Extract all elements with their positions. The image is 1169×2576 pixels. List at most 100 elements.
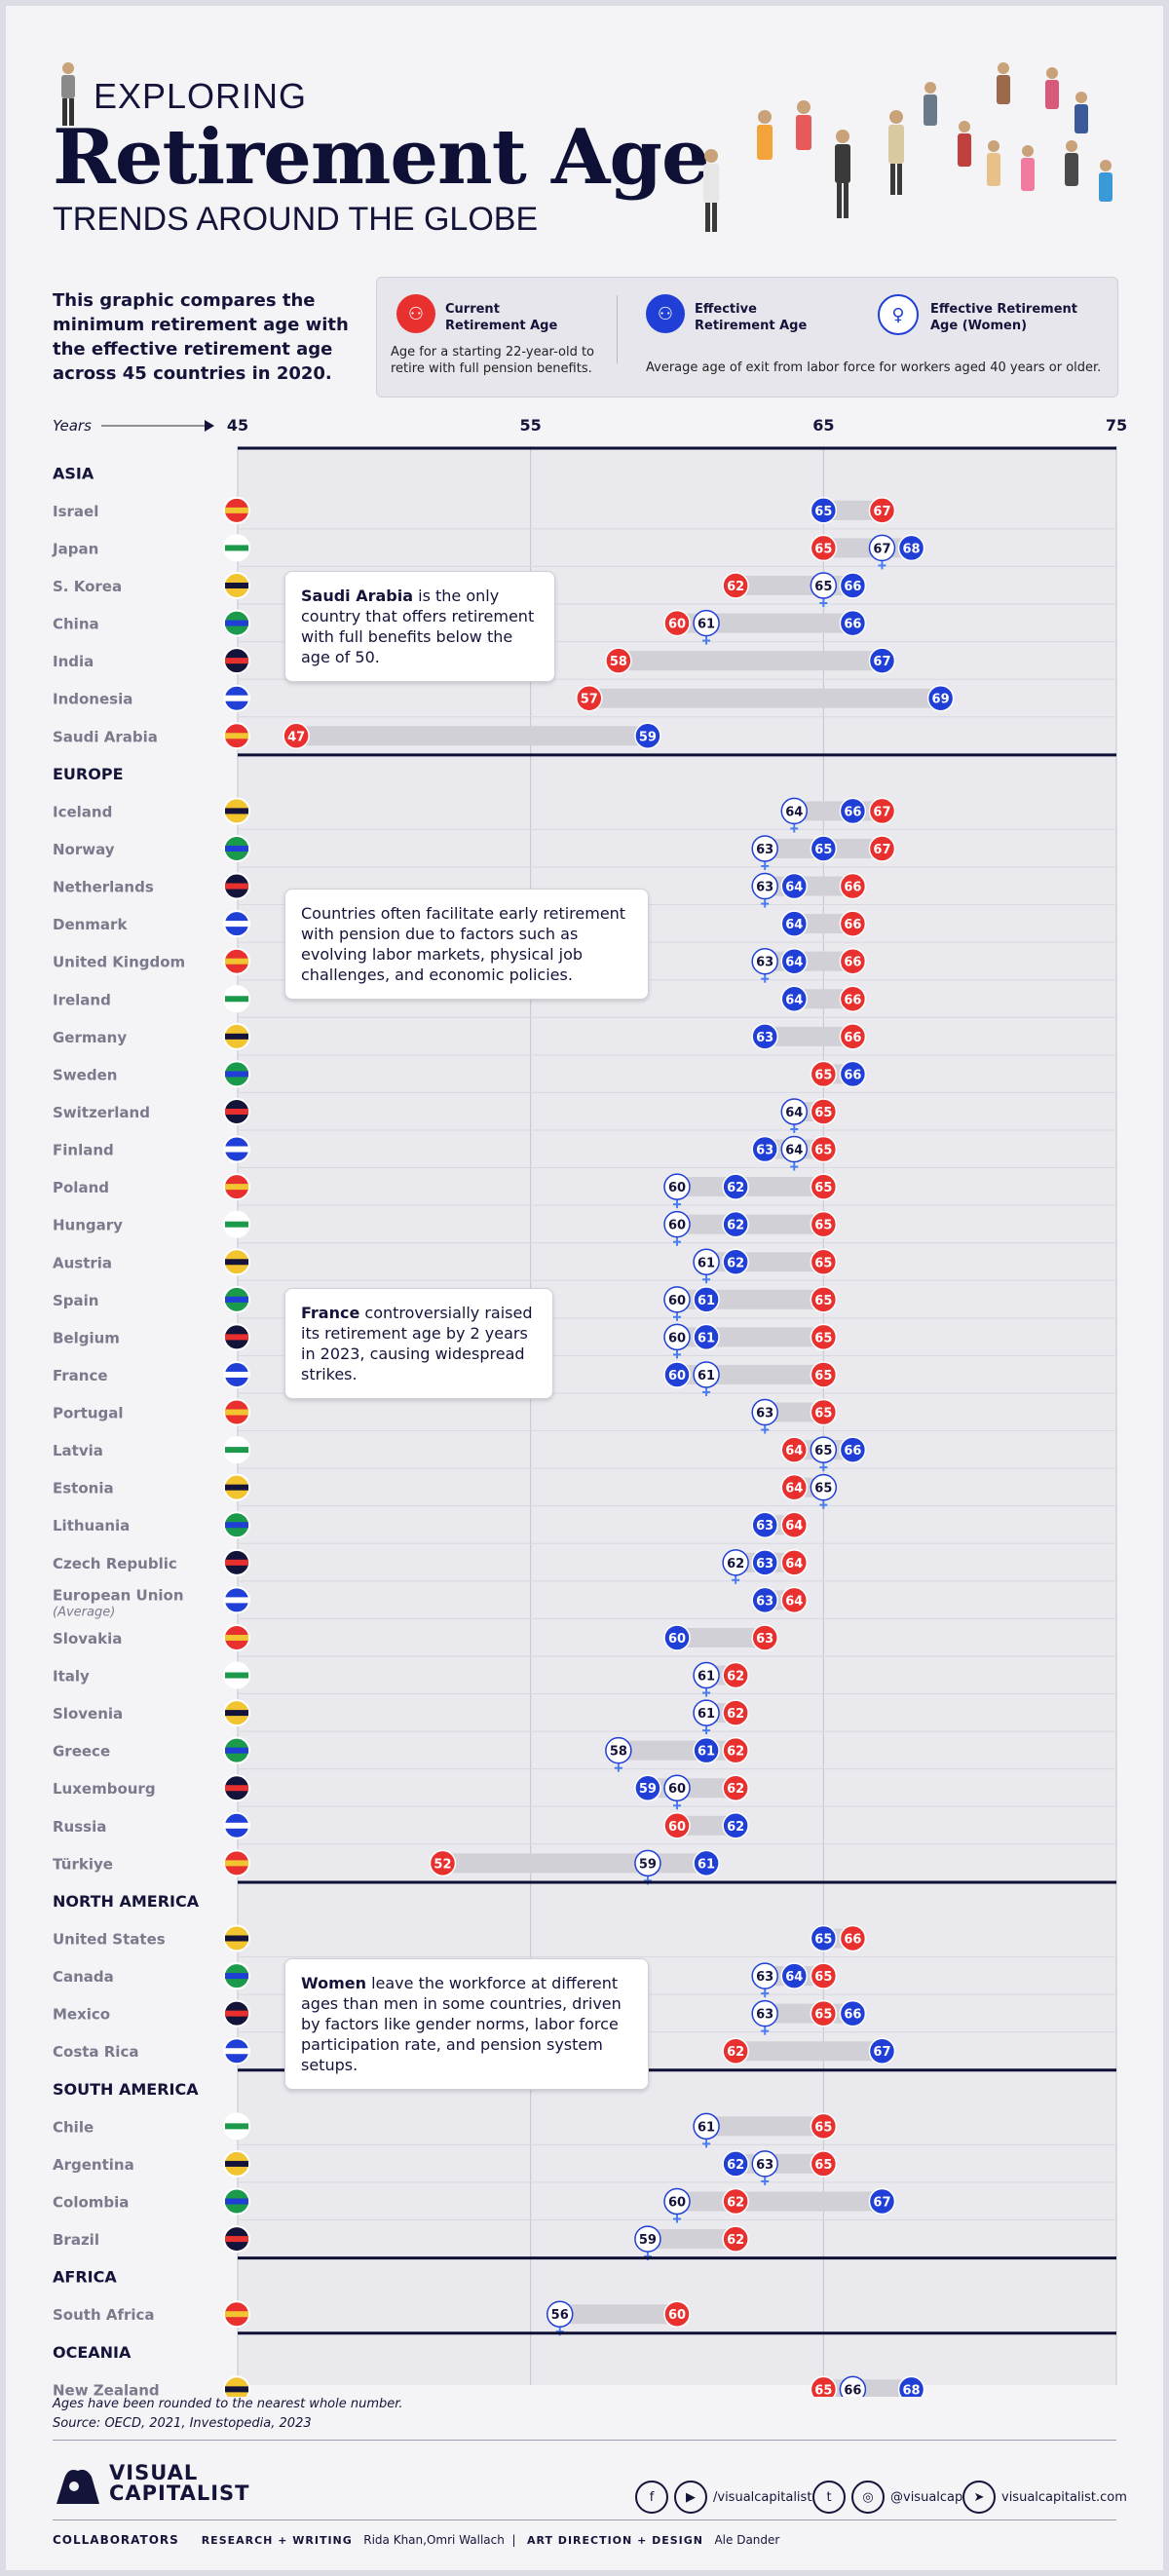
effective-age-label: 68	[902, 2383, 920, 2397]
effective-age-label: 64	[785, 881, 803, 895]
flag-stripe	[225, 2048, 248, 2055]
current-age-dot	[722, 1774, 749, 1801]
current-age-label: 65	[814, 2120, 832, 2135]
current-age-label: 65	[814, 1106, 832, 1120]
austria-flag-icon	[223, 1248, 250, 1276]
women-age-label: 56	[551, 2308, 569, 2323]
youtube-icon[interactable]: ▶	[674, 2481, 707, 2514]
effective-age-dot	[897, 534, 925, 562]
hungary-flag-icon	[223, 1210, 250, 1238]
women-age-dot	[868, 534, 896, 562]
cursor-icon[interactable]: ➤	[962, 2481, 996, 2514]
women-age-label: 62	[727, 1557, 744, 1572]
flag-stripe	[225, 1935, 248, 1942]
country-label: New Zealand	[53, 2381, 160, 2397]
women-age-label: 61	[698, 1369, 715, 1383]
ad-names: Ale Dander	[714, 2533, 780, 2547]
women-retirement-icon: ♀	[878, 294, 919, 335]
handle-visualcapitalist[interactable]: /visualcapitalist	[713, 2489, 812, 2505]
effective-age-dot	[839, 572, 867, 599]
uk-flag-icon	[223, 947, 250, 975]
women-age-dot	[663, 2187, 691, 2216]
greece-flag-icon	[223, 1736, 250, 1764]
women-age-label: 64	[785, 1144, 803, 1158]
country-label: Costa Rica	[53, 2043, 138, 2061]
women-age-label: 63	[756, 1970, 773, 1985]
country-label: Ireland	[53, 991, 111, 1008]
women-age-label: 59	[639, 1857, 657, 1872]
current-age-dot	[605, 647, 632, 674]
effective-age-label: 64	[785, 956, 803, 970]
flag-stripe	[225, 1785, 248, 1792]
range-bar	[677, 613, 853, 633]
flag-stripe	[225, 1634, 248, 1641]
women-age-label: 63	[756, 881, 773, 895]
chile-flag-icon	[223, 2112, 250, 2140]
flag-stripe	[225, 545, 248, 551]
women-age-label: 64	[785, 1106, 803, 1120]
instagram-icon[interactable]: ◎	[851, 2481, 885, 2514]
rounding-note: Ages have been rounded to the nearest wh…	[53, 2397, 403, 2411]
women-age-dot	[663, 1173, 691, 1200]
effective-age-dot	[663, 1361, 691, 1388]
women-age-dot	[810, 1436, 838, 1463]
current-age-dot	[576, 684, 603, 712]
women-age-dot	[810, 1473, 838, 1501]
current-age-label: 65	[814, 1407, 832, 1421]
annotation-callout: Women leave the workforce at different a…	[284, 1958, 649, 2090]
effective-age-dot	[693, 1849, 720, 1877]
effective-age-dot	[693, 1736, 720, 1764]
portugal-flag-icon	[223, 1398, 250, 1426]
current-age-label: 65	[814, 2008, 832, 2023]
flag-stripe	[225, 1371, 248, 1378]
page-title: Retirement Age	[53, 113, 710, 202]
range-bar	[588, 688, 941, 708]
legend-current-desc: Age for a starting 22-year-old to retire…	[391, 345, 595, 376]
effective-age-dot	[780, 947, 809, 975]
women-age-label: 63	[756, 1407, 773, 1421]
effective-age-label: 63	[756, 1557, 773, 1572]
flag-stripe	[225, 1822, 248, 1829]
current-age-label: 66	[844, 881, 861, 895]
country-label: Iceland	[53, 803, 112, 820]
women-age-dot	[780, 797, 809, 825]
women-age-label: 66	[844, 2383, 861, 2397]
website-link[interactable]: visualcapitalist.com	[1001, 2489, 1127, 2505]
legend-women-label: Effective Retirement Age (Women)	[930, 302, 1077, 333]
effective-age-label: 61	[698, 1745, 715, 1760]
india-flag-icon	[223, 647, 250, 675]
current-age-dot	[868, 797, 896, 825]
women-age-dot	[663, 1210, 691, 1238]
brand-line-1: VISUAL	[109, 2461, 199, 2484]
handle-visualcap[interactable]: @visualcap	[890, 2489, 963, 2505]
latvia-flag-icon	[223, 1436, 250, 1464]
flag-stripe	[225, 1146, 248, 1153]
effective-age-dot	[722, 1173, 749, 1200]
twitter-icon[interactable]: t	[812, 2481, 846, 2514]
us-flag-icon	[223, 1924, 250, 1952]
netherlands-flag-icon	[223, 872, 250, 900]
country-label: Luxembourg	[53, 1780, 156, 1798]
current-age-label: 62	[727, 1707, 744, 1722]
social-website[interactable]: ➤ visualcapitalist.com	[962, 2481, 1127, 2514]
country-label: United Kingdom	[53, 954, 185, 971]
canada-flag-icon	[223, 1962, 250, 1990]
social-youtube-facebook[interactable]: f ▶ /visualcapitalist	[635, 2481, 811, 2514]
country-label: Russia	[53, 1818, 106, 1836]
country-label: Germany	[53, 1029, 127, 1046]
effective-age-label: 62	[727, 2158, 744, 2173]
women-age-label: 61	[698, 618, 715, 632]
current-age-label: 65	[814, 1144, 832, 1158]
annotation-text: leave the workforce at different ages th…	[301, 1974, 622, 2074]
country-label: Sweden	[53, 1066, 117, 1083]
current-age-label: 62	[727, 2233, 744, 2248]
legend-effective-desc: Average age of exit from labor force for…	[646, 360, 1102, 375]
effective-age-dot	[751, 1549, 778, 1576]
flag-stripe	[225, 1597, 248, 1604]
social-twitter-instagram[interactable]: t ◎ @visualcap	[812, 2481, 962, 2514]
annotation-callout: Countries often facilitate early retirem…	[284, 889, 649, 1000]
current-age-label: 64	[785, 1557, 803, 1572]
women-age-label: 60	[668, 1219, 686, 1233]
current-age-label: 64	[785, 1594, 803, 1609]
facebook-icon[interactable]: f	[635, 2481, 668, 2514]
